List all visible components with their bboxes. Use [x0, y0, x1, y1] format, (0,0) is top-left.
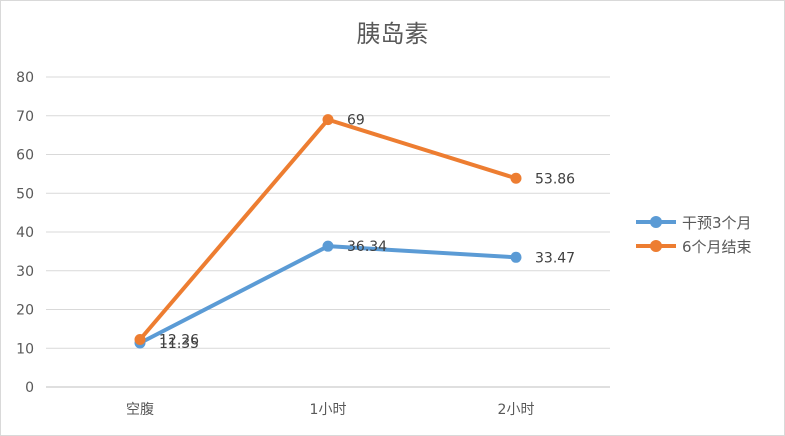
y-tick-label-70: 70 — [16, 109, 34, 125]
series-line-2 — [138, 117, 518, 342]
legend-marker-series-2 — [650, 240, 662, 252]
y-tick-label-60: 60 — [16, 148, 34, 164]
y-tick-label-80: 80 — [16, 70, 34, 86]
chart-title: 胰岛素 — [356, 20, 429, 48]
data-label-2-1: 12.26 — [159, 332, 199, 348]
legend-item-series-2: 6个月结束 — [636, 234, 752, 258]
y-tick-label-0: 0 — [25, 380, 34, 396]
x-tick-label-2: 1小时 — [310, 402, 347, 418]
legend-label-series-2: 6个月结束 — [682, 237, 752, 256]
y-tick-label-30: 30 — [16, 264, 34, 280]
y-tick-label-40: 40 — [16, 225, 34, 241]
legend-marker-series-1 — [650, 216, 662, 228]
legend-item-series-1: 干预3个月 — [636, 210, 752, 234]
x-tick-label-3: 2小时 — [498, 402, 535, 418]
data-label-2-3: 53.86 — [535, 171, 575, 187]
data-point-1-2 — [322, 240, 334, 252]
data-label-1-2: 36.34 — [347, 239, 387, 255]
legend: 干预3个月 6个月结束 — [636, 210, 752, 258]
legend-swatch-series-2 — [636, 239, 676, 253]
data-label-1-1: 11.35 — [159, 336, 199, 352]
data-point-1-3 — [510, 251, 522, 263]
series-line-1 — [138, 244, 518, 346]
x-tick-label-1: 空腹 — [126, 401, 154, 418]
legend-swatch-series-1 — [636, 215, 676, 229]
y-tick-label-50: 50 — [16, 186, 34, 202]
y-tick-label-10: 10 — [16, 341, 34, 357]
legend-label-series-1: 干预3个月 — [682, 213, 752, 232]
data-point-2-1 — [134, 333, 146, 345]
data-label-2-2: 69 — [347, 113, 365, 129]
data-label-1-3: 33.47 — [535, 250, 575, 266]
data-point-2-2 — [322, 114, 334, 126]
data-point-2-3 — [510, 172, 522, 184]
y-tick-label-20: 20 — [16, 303, 34, 319]
